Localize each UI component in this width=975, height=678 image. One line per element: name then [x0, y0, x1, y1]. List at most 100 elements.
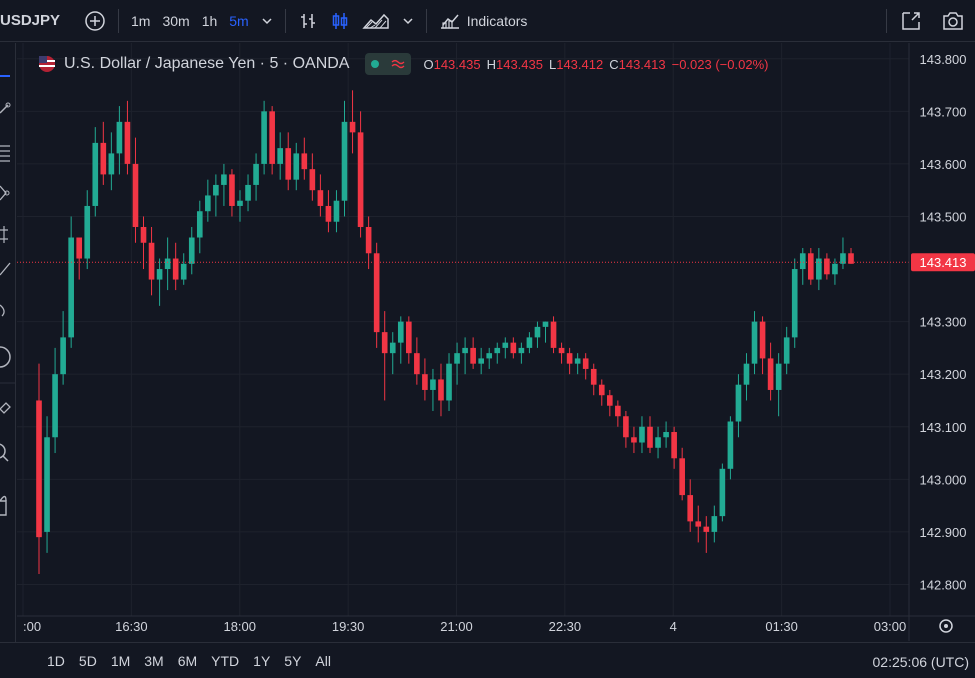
candle	[598, 379, 605, 406]
candle	[848, 248, 854, 264]
candle-body	[542, 321, 549, 327]
drawing-tools-strip	[0, 75, 16, 516]
candle	[253, 153, 259, 201]
candle	[349, 90, 356, 154]
candle	[590, 363, 597, 396]
market-status-pill[interactable]	[365, 53, 412, 75]
measure-tool-icon[interactable]	[0, 262, 11, 276]
price-axis-bg	[909, 43, 975, 641]
candle-body	[196, 211, 203, 238]
chart-pane[interactable]: 143.800 143.700 143.600 143.500 143.300 143.2…	[17, 43, 975, 641]
compare-add-button[interactable]	[78, 6, 112, 36]
price-axis[interactable]: 143.800 143.700 143.600 143.500 143.300 143.2…	[920, 52, 967, 593]
candle-body	[767, 358, 774, 390]
range-5y[interactable]: 5Y	[284, 652, 302, 669]
range-1y[interactable]: 1Y	[253, 652, 271, 669]
bar-chart-type-button[interactable]	[292, 6, 324, 36]
candle	[245, 174, 251, 212]
lock-tool-icon[interactable]	[0, 495, 7, 516]
candle	[68, 216, 74, 348]
candle	[213, 174, 219, 217]
candle-body	[631, 437, 637, 443]
brush-tool-icon[interactable]	[0, 304, 5, 317]
candle-body	[735, 384, 742, 422]
time-axis[interactable]: :00 16:30 18:00 19:30 21:00 22:30 4 01:30 03:00	[23, 619, 906, 634]
candle-body	[92, 142, 99, 206]
utc-clock[interactable]: 02:25:06 (UTC)	[872, 654, 969, 670]
timeframe-dropdown-button[interactable]	[255, 6, 279, 36]
candle	[566, 347, 573, 375]
timeframe-30m[interactable]: 30m	[162, 12, 190, 29]
range-3m[interactable]: 3M	[144, 652, 164, 669]
right-toolbar-icons	[880, 0, 975, 42]
candle-body	[253, 163, 259, 185]
candle	[574, 353, 581, 375]
candle-body	[743, 363, 750, 385]
candle	[156, 258, 163, 306]
fullscreen-button[interactable]	[893, 6, 929, 36]
price-chart[interactable]: 143.800 143.700 143.600 143.500 143.300 143.2…	[17, 43, 975, 641]
price-tick-label: 143.800	[920, 52, 967, 67]
candle-body	[84, 205, 91, 259]
candle-body	[727, 421, 734, 469]
symbol-search-button[interactable]: USDJPY	[0, 12, 61, 29]
candle	[446, 353, 452, 411]
indicators-button[interactable]: Indicators	[433, 6, 534, 36]
candle-body	[534, 326, 541, 338]
candle-body	[751, 321, 758, 364]
timeframe-1m[interactable]: 1m	[131, 12, 151, 29]
chart-settings-button[interactable]	[939, 619, 953, 633]
emoji-tool-icon[interactable]	[0, 346, 11, 368]
range-all[interactable]: All	[315, 652, 331, 669]
range-ytd[interactable]: YTD	[211, 652, 240, 669]
candle	[52, 347, 58, 454]
candle	[824, 253, 830, 280]
candle-body	[574, 358, 581, 364]
candles-chart-type-button[interactable]	[324, 6, 356, 36]
candle-body	[807, 253, 814, 280]
timeframe-1h[interactable]: 1h	[201, 12, 218, 29]
candle-body	[848, 253, 854, 264]
range-5d[interactable]: 5D	[78, 652, 97, 669]
pattern-tool-icon[interactable]	[0, 185, 10, 201]
candle	[534, 321, 541, 348]
instrument-title[interactable]: U.S. Dollar / Japanese Yen · 5 · OANDA	[64, 55, 350, 72]
zoom-tool-icon[interactable]	[0, 443, 9, 462]
fib-tool-icon[interactable]	[0, 145, 10, 162]
range-1d[interactable]: 1D	[47, 652, 65, 669]
candle-body	[462, 347, 468, 354]
range-6m[interactable]: 6M	[177, 652, 198, 669]
candle-body	[438, 379, 444, 401]
candle	[124, 100, 131, 175]
candle	[655, 426, 661, 459]
candle-body	[510, 342, 517, 354]
last-price-label: 143.413	[911, 253, 975, 272]
snapshot-button[interactable]	[935, 6, 971, 36]
candle-body	[703, 526, 710, 532]
candle-body	[470, 347, 476, 364]
candle-body	[615, 405, 621, 417]
candle-body	[172, 258, 179, 280]
ruler-tool-icon[interactable]	[0, 402, 11, 414]
candle	[462, 337, 468, 375]
candle	[221, 163, 227, 206]
candle-body	[494, 347, 501, 354]
time-tick-label: :00	[23, 619, 41, 634]
candle	[60, 311, 66, 385]
candle-body	[606, 395, 613, 406]
range-1m[interactable]: 1M	[110, 652, 131, 669]
candle-body	[406, 321, 412, 354]
time-tick-label: 22:30	[549, 619, 582, 634]
candle	[767, 342, 774, 401]
candle	[783, 326, 790, 375]
candle	[84, 190, 91, 270]
trendline-tool-icon[interactable]	[0, 102, 11, 114]
chart-type-dropdown-button[interactable]	[396, 6, 420, 36]
candle	[116, 106, 123, 175]
timeframe-5m[interactable]: 5m	[229, 12, 249, 29]
candle-body	[229, 174, 235, 206]
area-chart-type-button[interactable]	[356, 6, 396, 36]
bars-icon	[300, 13, 315, 28]
candle	[606, 389, 613, 417]
prediction-tool-icon[interactable]	[0, 226, 8, 243]
